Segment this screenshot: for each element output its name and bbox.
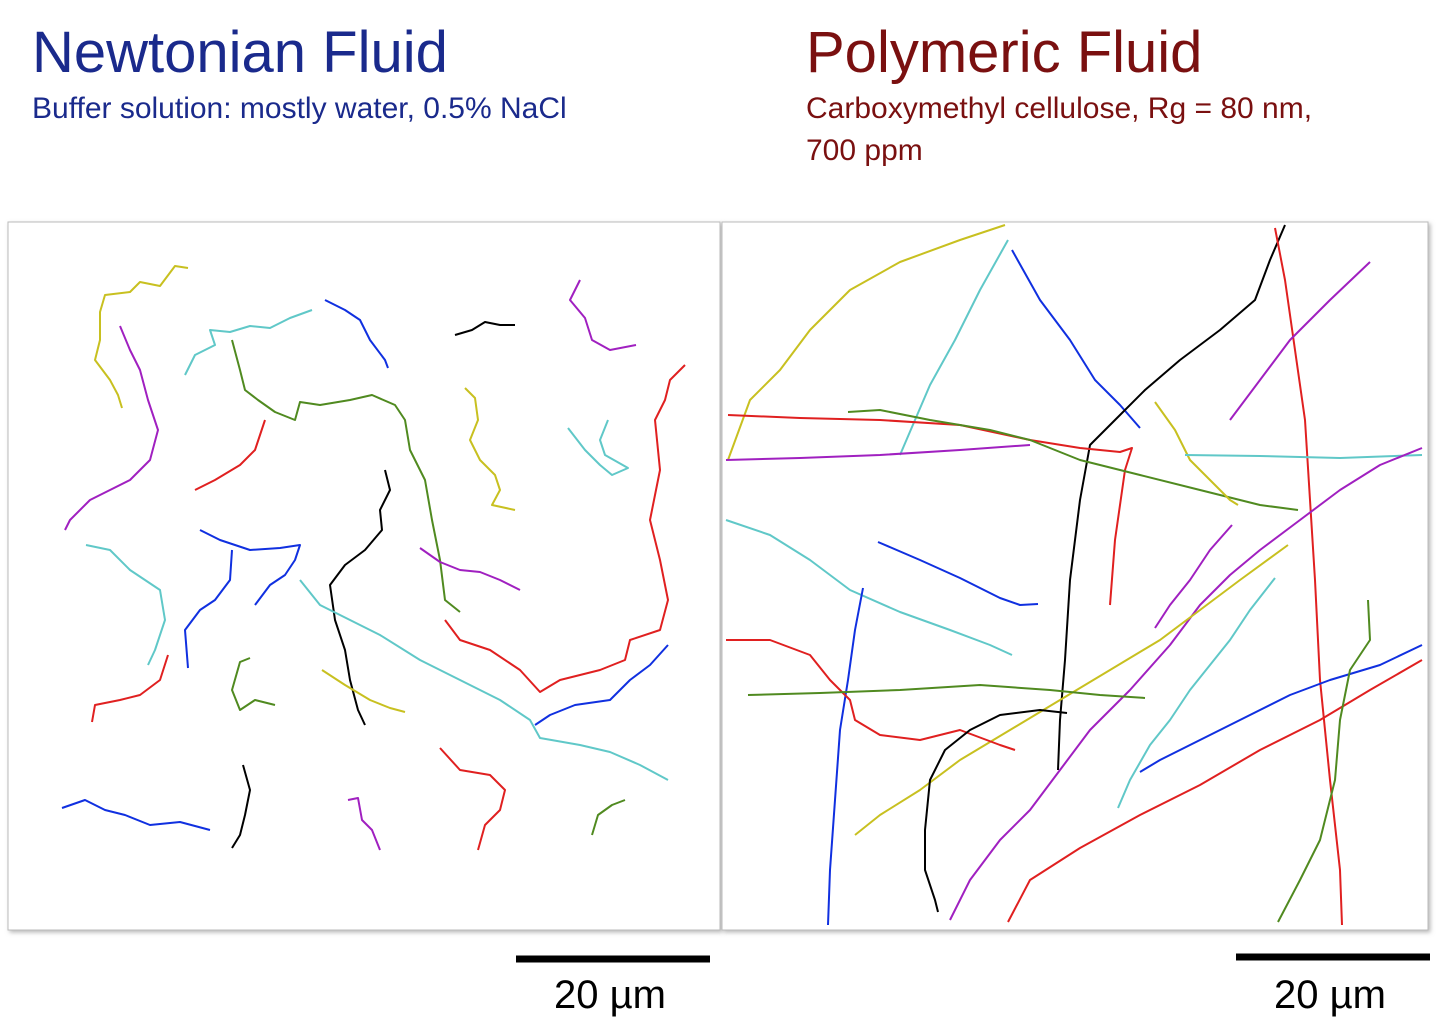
panel-subtitle: Buffer solution: mostly water, 0.5% NaCl [32, 92, 567, 125]
panel-subtitle: Carboxymethyl cellulose, Rg = 80 nm, [806, 92, 1312, 125]
panel-title: Polymeric Fluid [806, 20, 1202, 85]
scale-bar-label: 20 µm [1274, 973, 1386, 1017]
trajectories-polymeric [725, 224, 1423, 926]
panel-frame [721, 221, 1429, 931]
trajectories-newtonian [61, 265, 686, 851]
panel-title: Newtonian Fluid [32, 20, 448, 85]
scale-bar-label: 20 µm [554, 973, 666, 1017]
panel-subtitle: 700 ppm [806, 134, 923, 167]
